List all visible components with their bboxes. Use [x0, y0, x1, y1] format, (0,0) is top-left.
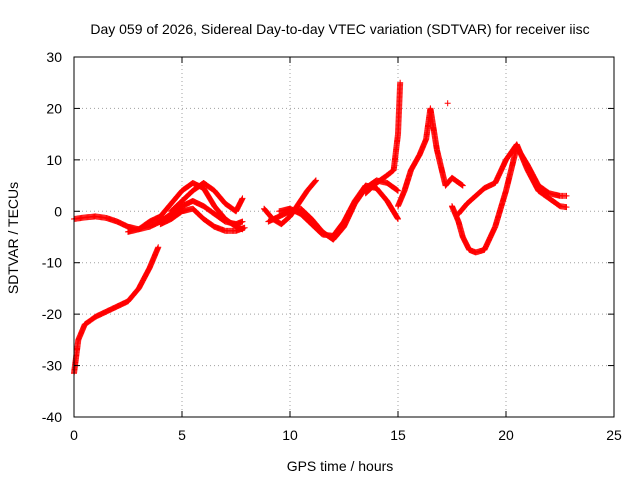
x-tick-label: 25 [606, 427, 622, 443]
y-axis-label: SDTVAR / TECUs [5, 182, 21, 294]
series-track-h [276, 182, 401, 239]
series-track-d [168, 180, 246, 215]
y-tick-label: 0 [54, 203, 62, 219]
x-tick-label: 20 [498, 427, 514, 443]
data-point [393, 186, 400, 193]
data-point [241, 224, 248, 231]
grid-lines [74, 57, 614, 417]
x-tick-label: 5 [178, 427, 186, 443]
data-point [563, 204, 570, 211]
data-point [395, 187, 401, 194]
data-point [397, 79, 404, 86]
series-track-i [362, 79, 404, 197]
y-tick-label: -10 [42, 255, 62, 271]
data-point [458, 181, 465, 188]
x-tick-label: 0 [70, 427, 78, 443]
y-tick-label: -40 [42, 409, 62, 425]
data-point [555, 202, 562, 209]
data-point [394, 187, 401, 194]
series-track-a [71, 244, 162, 377]
data-point [563, 192, 570, 199]
data-point [395, 216, 401, 222]
data-point [459, 182, 466, 189]
series-track-k [449, 144, 570, 256]
y-ticks: -40 -30 -20 -10 0 10 20 30 [42, 49, 614, 425]
data-points [71, 79, 570, 377]
data-point [311, 178, 318, 185]
y-tick-label: 20 [46, 100, 62, 116]
x-ticks: 0 5 10 15 20 25 [70, 57, 622, 443]
data-point [312, 177, 319, 184]
data-point [444, 100, 451, 107]
data-point [239, 218, 246, 225]
x-tick-label: 10 [282, 427, 298, 443]
x-tick-label: 15 [390, 427, 406, 443]
data-point [312, 178, 319, 185]
chart-title: Day 059 of 2026, Sidereal Day-to-day VTE… [90, 21, 589, 37]
data-point [239, 195, 246, 202]
plot-frame [73, 56, 615, 418]
series-track-j [395, 105, 466, 210]
y-tick-label: -30 [42, 358, 62, 374]
series-track-l [455, 141, 570, 217]
series-outlier [444, 100, 451, 107]
x-axis-label: GPS time / hours [287, 458, 394, 474]
series-track-e [157, 205, 248, 234]
y-tick-label: -20 [42, 306, 62, 322]
data-point [459, 182, 466, 189]
y-tick-label: 30 [46, 49, 62, 65]
data-point [155, 244, 162, 251]
y-tick-label: 10 [46, 152, 62, 168]
